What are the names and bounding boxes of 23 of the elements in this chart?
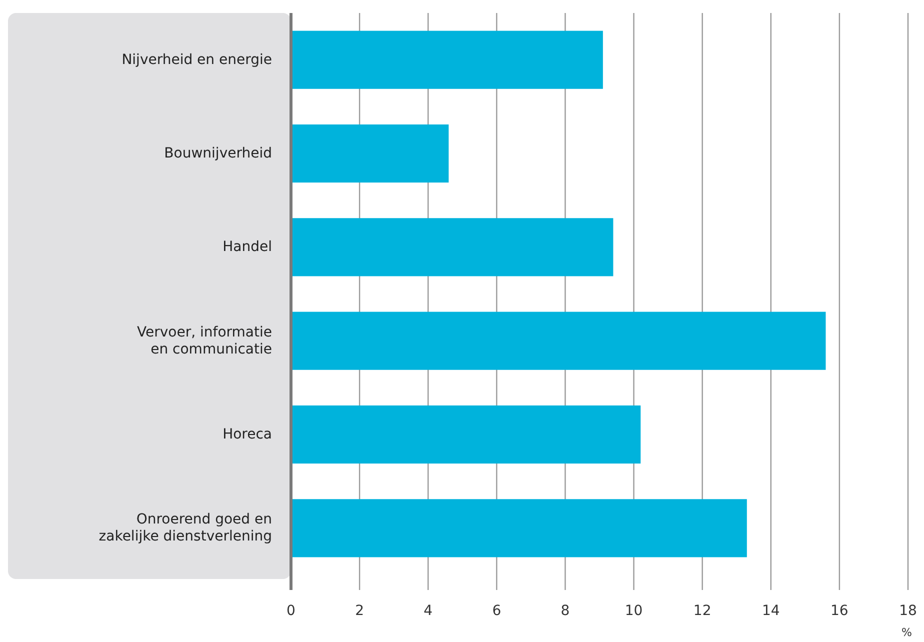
y-tick-label: Vervoer, informatie en communicatie <box>137 324 272 358</box>
x-tick-label: 12 <box>693 603 712 619</box>
x-tick-label: 4 <box>424 603 433 619</box>
bar <box>291 30 603 89</box>
x-tick-label: 10 <box>624 603 643 619</box>
bar <box>291 312 826 370</box>
y-tick-label: Nijverheid en energie <box>122 52 272 68</box>
x-tick-label: 14 <box>762 603 780 619</box>
x-tick-label: 8 <box>560 603 570 619</box>
x-tick-label: 18 <box>899 603 917 619</box>
x-tick-label: 16 <box>830 603 848 619</box>
y-tick-label: Onroerend goed en zakelijke dienstverlening <box>98 511 272 544</box>
x-tick-label: 0 <box>286 603 296 619</box>
bar <box>291 405 641 464</box>
x-tick-label: 2 <box>355 603 364 619</box>
bar <box>291 218 614 276</box>
bar <box>291 499 747 558</box>
x-axis-title: % <box>902 626 912 639</box>
y-tick-label: Horeca <box>222 426 272 442</box>
bar <box>291 124 449 183</box>
x-tick-label: 6 <box>492 603 502 619</box>
y-tick-label: Bouwnijverheid <box>164 145 272 162</box>
y-tick-label: Handel <box>222 238 272 255</box>
